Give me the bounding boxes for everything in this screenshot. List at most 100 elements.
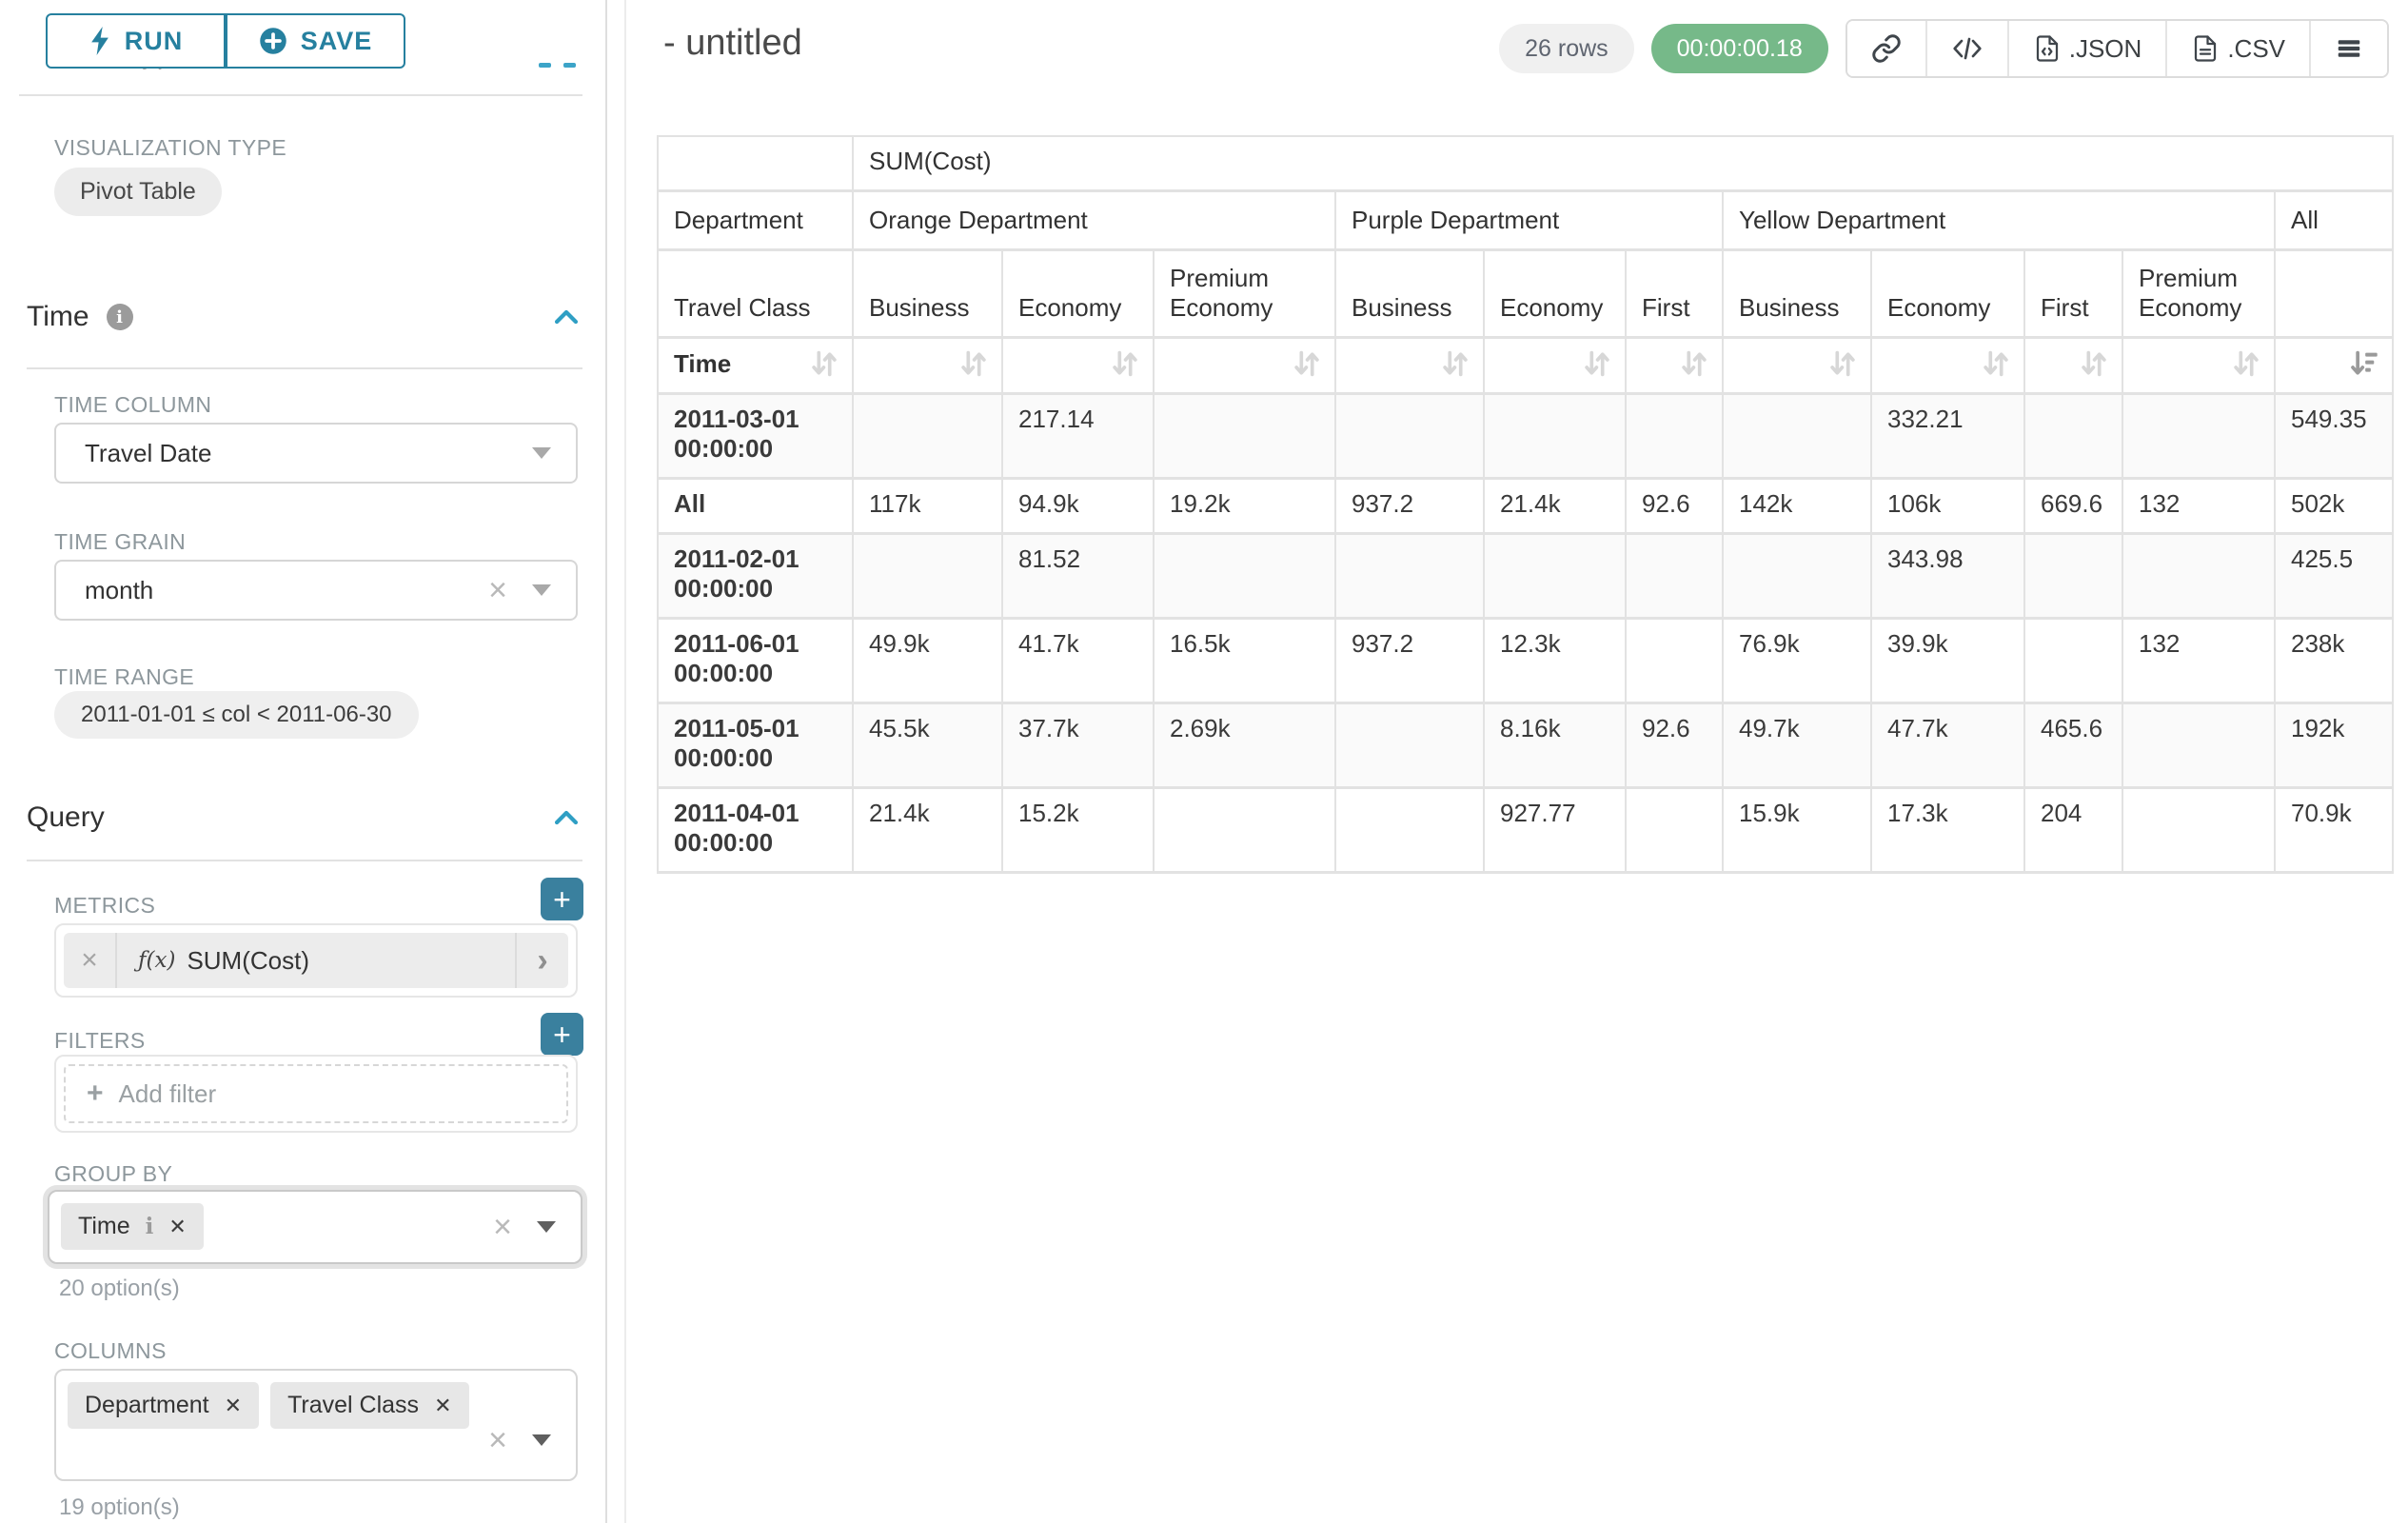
sort-toggle-icon[interactable] — [2232, 348, 2260, 379]
clear-icon[interactable]: × — [493, 1209, 512, 1245]
add-filter-plus-button[interactable]: + — [541, 1013, 583, 1056]
data-cell: 49.7k — [1723, 702, 1872, 789]
data-cell: 927.77 — [1484, 787, 1627, 874]
data-cell — [2122, 393, 2276, 480]
add-metric-button[interactable]: + — [541, 878, 583, 920]
sort-toggle-icon[interactable] — [959, 348, 988, 379]
data-cell — [1626, 393, 1724, 480]
sort-header-cell[interactable] — [853, 337, 1003, 395]
remove-value-icon[interactable]: ✕ — [224, 1393, 243, 1417]
data-cell — [1626, 533, 1724, 620]
metric-header-cell: SUM(Cost) — [853, 136, 2395, 192]
run-save-button-group: RUN SAVE — [46, 13, 405, 69]
sort-header-cell[interactable] — [1154, 337, 1336, 395]
chevron-up-icon[interactable] — [550, 301, 582, 333]
row-header-cell: All — [658, 478, 854, 535]
remove-value-icon[interactable]: ✕ — [168, 1214, 187, 1238]
sort-header-cell[interactable] — [2024, 337, 2123, 395]
data-cell: 92.6 — [1626, 702, 1724, 789]
remove-metric-icon[interactable]: × — [64, 933, 117, 988]
function-icon: ƒ(x) — [138, 948, 176, 973]
sort-header-cell[interactable] — [1871, 337, 2025, 395]
data-cell: 45.5k — [853, 702, 1003, 789]
plus-circle-icon — [259, 28, 286, 54]
add-filter-label: Add filter — [118, 1078, 217, 1108]
share-link-button[interactable] — [1846, 21, 1925, 76]
data-cell: 15.9k — [1723, 787, 1872, 874]
group-by-select[interactable]: Time i ✕ × — [48, 1190, 582, 1264]
row-header-cell: 2011-06-01 00:00:00 — [658, 618, 854, 704]
sort-toggle-icon[interactable] — [1583, 348, 1611, 379]
sidebar-divider — [605, 0, 607, 1523]
add-filter-button[interactable]: + Add filter — [64, 1064, 568, 1123]
chevron-right-icon[interactable]: › — [515, 933, 568, 988]
sort-toggle-icon[interactable] — [1441, 348, 1470, 379]
data-cell: 70.9k — [2275, 787, 2395, 874]
chart-panel: - untitled 26 rows 00:00:00.18 .JSON .CS… — [626, 0, 2408, 1523]
column-sub-header: Premium Economy — [1154, 249, 1336, 339]
sort-header-cell[interactable] — [1723, 337, 1872, 395]
chevron-down-icon — [532, 1434, 551, 1446]
chart-title[interactable]: - untitled — [663, 23, 802, 63]
sort-desc-icon[interactable] — [2350, 348, 2378, 379]
sort-header-cell[interactable] — [2275, 337, 2395, 395]
selected-value-pill[interactable]: Travel Class ✕ — [270, 1382, 469, 1429]
group-by-pill-row: Time i ✕ — [49, 1192, 215, 1261]
metrics-control: × ƒ(x) SUM(Cost) › — [54, 923, 578, 998]
data-cell: 49.9k — [853, 618, 1003, 704]
time-range-pill[interactable]: 2011-01-01 ≤ col < 2011-06-30 — [54, 691, 419, 739]
data-cell: 41.7k — [1002, 618, 1155, 704]
run-button[interactable]: RUN — [46, 13, 226, 69]
plus-icon: + — [87, 1078, 104, 1109]
info-icon[interactable]: i — [145, 1214, 154, 1239]
sort-toggle-icon[interactable] — [1982, 348, 2010, 379]
sort-header-cell[interactable] — [1626, 337, 1724, 395]
row-header-cell: 2011-02-01 00:00:00 — [658, 533, 854, 620]
data-cell: 425.5 — [2275, 533, 2395, 620]
data-cell: 15.2k — [1002, 787, 1155, 874]
sort-toggle-icon[interactable] — [1828, 348, 1857, 379]
view-query-button[interactable] — [1924, 21, 2007, 76]
column-group-header: Yellow Department — [1723, 190, 2276, 251]
chevron-up-icon[interactable] — [550, 801, 582, 834]
selected-value-pill[interactable]: Department ✕ — [68, 1382, 260, 1429]
data-cell — [2024, 393, 2123, 480]
sort-header-cell[interactable] — [1002, 337, 1155, 395]
info-icon[interactable]: i — [106, 304, 133, 330]
selected-value-pill[interactable]: Time i ✕ — [61, 1203, 204, 1250]
time-grain-select[interactable]: month × — [54, 560, 578, 621]
export-csv-button[interactable]: .CSV — [2165, 21, 2309, 76]
columns-select[interactable]: Department ✕ Travel Class ✕ × — [54, 1369, 578, 1481]
file-text-icon — [2195, 35, 2217, 62]
sort-header-cell[interactable] — [1484, 337, 1627, 395]
section-divider — [19, 94, 582, 96]
sort-toggle-icon[interactable] — [1680, 348, 1708, 379]
sort-toggle-icon[interactable] — [2080, 348, 2108, 379]
time-column-select[interactable]: Travel Date — [54, 423, 578, 484]
sort-header-cell[interactable] — [2122, 337, 2276, 395]
menu-button[interactable] — [2309, 21, 2387, 76]
data-cell — [2024, 533, 2123, 620]
chevron-down-icon — [537, 1221, 556, 1233]
save-button[interactable]: SAVE — [226, 13, 405, 69]
clear-icon[interactable]: × — [488, 572, 507, 608]
remove-value-icon[interactable]: ✕ — [434, 1393, 452, 1417]
sort-header-cell[interactable] — [1335, 337, 1485, 395]
time-column-label: TIME COLUMN — [54, 392, 212, 417]
sort-toggle-icon[interactable] — [1111, 348, 1139, 379]
column-sub-header: Economy — [1484, 249, 1627, 339]
clear-icon[interactable]: × — [488, 1422, 507, 1458]
sort-toggle-icon[interactable] — [810, 348, 839, 379]
data-cell: 343.98 — [1871, 533, 2025, 620]
column-sub-header — [2275, 249, 2395, 339]
sort-header-cell[interactable]: Time — [658, 337, 854, 395]
export-json-button[interactable]: .JSON — [2006, 21, 2166, 76]
metric-pill[interactable]: × ƒ(x) SUM(Cost) › — [64, 933, 568, 988]
data-cell — [2122, 533, 2276, 620]
row-count-badge: 26 rows — [1499, 24, 1634, 73]
sort-toggle-icon[interactable] — [1293, 348, 1321, 379]
columns-pill-row: Department ✕ Travel Class ✕ — [56, 1371, 481, 1440]
visualization-type-pill[interactable]: Pivot Table — [54, 168, 222, 216]
pivot-table: SUM(Cost) Department Orange Department Purp… — [657, 135, 2395, 874]
time-grain-value: month — [85, 575, 154, 604]
